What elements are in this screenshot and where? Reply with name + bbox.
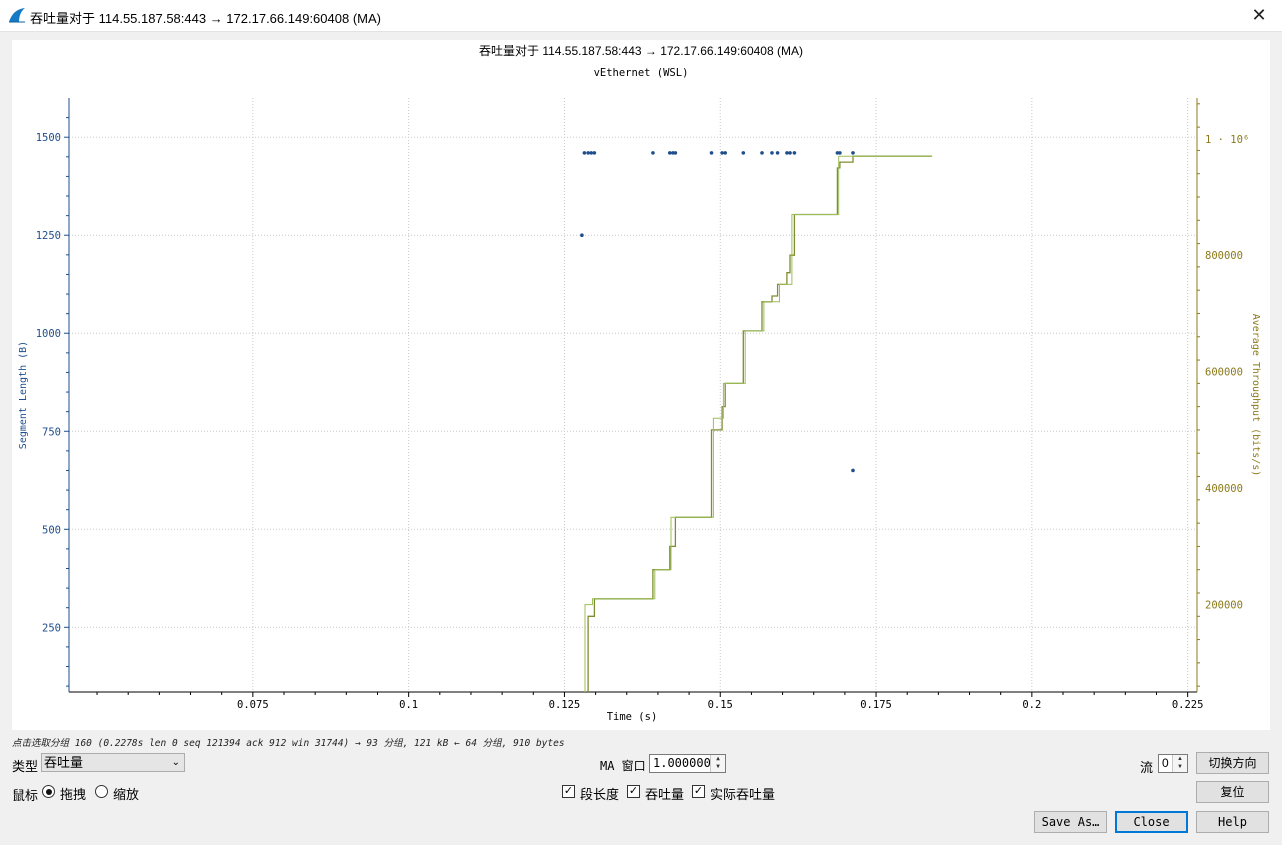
y-axis-right-label: Average Throughput (bits/s) — [1250, 314, 1261, 477]
segment-point — [586, 151, 590, 155]
y-right-tick-label: 800000 — [1205, 250, 1243, 262]
y-left-tick-label: 250 — [42, 622, 61, 634]
y-left-tick-label: 1250 — [36, 230, 61, 242]
drag-radio[interactable] — [42, 785, 55, 798]
goodput-label[interactable]: 实际吞吐量 — [710, 787, 776, 802]
y-left-tick-label: 500 — [42, 524, 61, 536]
spin-arrows[interactable]: ▲ ▼ — [710, 755, 725, 772]
segment-point — [589, 151, 594, 155]
segment-point — [720, 151, 724, 155]
throughput-checkbox[interactable]: ✓ — [627, 785, 640, 798]
x-tick-label: 0.2 — [1022, 699, 1041, 711]
ma-window-label: MA 窗口 — [600, 759, 646, 773]
segment-point — [580, 233, 584, 238]
segment-point — [673, 151, 678, 155]
actual-throughput-line — [584, 155, 933, 692]
switch-direction-button[interactable]: 切换方向 — [1196, 752, 1269, 774]
stream-down-icon[interactable]: ▼ — [1177, 764, 1183, 770]
segment-point — [788, 151, 792, 155]
chart-marks — [580, 151, 933, 692]
close-icon: ✕ — [1251, 5, 1267, 25]
y-right-tick-label: 1 · 10⁶ — [1205, 134, 1249, 146]
segment-point — [651, 151, 655, 155]
spin-up-icon[interactable]: ▲ — [716, 755, 720, 762]
chart-subtitle: vEthernet (WSL) — [594, 67, 689, 79]
axes: 0.075 0.1 0.125 0.15 0.175 0.2 0.225 250 500 750 1… — [36, 98, 1249, 711]
segment-point — [770, 151, 774, 155]
segment-length-checkbox[interactable]: ✓ — [562, 785, 575, 798]
y-axis-left-label: Segment Length (B) — [18, 341, 29, 449]
segment-point — [792, 151, 797, 155]
graph-type-value: 吞吐量 — [44, 755, 84, 770]
x-tick-label: 0.225 — [1172, 699, 1204, 711]
segment-point — [838, 151, 842, 155]
help-button[interactable]: Help — [1196, 811, 1269, 833]
segment-point — [851, 151, 855, 155]
y-left-tick-label: 750 — [42, 426, 61, 438]
window-close-button[interactable]: ✕ — [1236, 0, 1282, 31]
drag-label[interactable]: 拖拽 — [60, 787, 87, 802]
goodput-checkbox[interactable]: ✓ — [692, 785, 705, 798]
y-left-tick-label: 1000 — [36, 328, 61, 340]
y-right-tick-label: 200000 — [1205, 600, 1243, 612]
zoom-radio[interactable] — [95, 785, 108, 798]
reset-button[interactable]: 复位 — [1196, 781, 1269, 803]
mouse-label: 鼠标 — [12, 788, 39, 803]
window-title: 吞吐量对于 114.55.187.58:443 → 172.17.66.149:… — [30, 11, 381, 26]
y-left-tick-label: 1500 — [36, 132, 61, 144]
segment-point — [835, 151, 840, 155]
segment-point — [851, 468, 855, 473]
x-tick-label: 0.175 — [860, 699, 892, 711]
stream-up-icon[interactable]: ▲ — [1177, 756, 1183, 762]
throughput-line — [587, 155, 933, 692]
throughput-chart[interactable]: 0.075 0.1 0.125 0.15 0.175 0.2 0.225 250 500 750 1… — [12, 40, 1270, 730]
segment-point — [667, 151, 672, 155]
wireshark-fin-icon — [9, 8, 25, 23]
x-tick-label: 0.1 — [399, 699, 418, 711]
ma-window-spinbox[interactable]: 1.000000 ▲ ▼ — [649, 754, 726, 773]
stream-value: 0 — [1162, 756, 1169, 770]
grid-lines — [69, 98, 1197, 692]
x-tick-label: 0.125 — [549, 699, 581, 711]
segment-point — [775, 151, 780, 155]
y-right-tick-label: 600000 — [1205, 367, 1243, 379]
segment-point — [741, 151, 746, 155]
x-tick-label: 0.15 — [708, 699, 733, 711]
x-axis-label: Time (s) — [607, 711, 658, 723]
throughput-label[interactable]: 吞吐量 — [645, 787, 685, 802]
status-hint: 点击选取分组 160 (0.2278s len 0 seq 121394 ack… — [12, 738, 565, 749]
graph-type-select[interactable]: 吞吐量 ⌄ — [41, 753, 185, 772]
title-bar: 吞吐量对于 114.55.187.58:443 → 172.17.66.149:… — [0, 0, 1282, 32]
stream-label: 流 — [1140, 760, 1154, 775]
segment-point — [723, 151, 728, 155]
segment-point — [592, 151, 597, 155]
segment-length-label[interactable]: 段长度 — [580, 787, 620, 802]
spin-down-icon[interactable]: ▼ — [716, 763, 720, 770]
segment-point — [671, 151, 675, 155]
save-as-button[interactable]: Save As… — [1034, 811, 1107, 833]
segment-point — [760, 151, 764, 155]
y-right-tick-label: 400000 — [1205, 483, 1243, 495]
close-button[interactable]: Close — [1115, 811, 1188, 833]
chart-title: 吞吐量对于 114.55.187.58:443 → 172.17.66.149:… — [479, 44, 803, 58]
zoom-label[interactable]: 缩放 — [113, 787, 140, 802]
stream-spin-arrows[interactable]: ▲ ▼ — [1172, 755, 1187, 772]
segment-point — [709, 151, 714, 155]
type-label: 类型 — [12, 759, 39, 774]
ma-window-value: 1.000000 — [653, 756, 711, 770]
stream-spinbox[interactable]: 0 ▲ ▼ — [1158, 754, 1188, 773]
x-tick-label: 0.075 — [237, 699, 269, 711]
chevron-down-icon: ⌄ — [171, 757, 180, 768]
segment-point — [582, 151, 587, 155]
segment-point — [785, 151, 789, 155]
graph-panel[interactable]: 0.075 0.1 0.125 0.15 0.175 0.2 0.225 250 500 750 1… — [12, 40, 1270, 730]
